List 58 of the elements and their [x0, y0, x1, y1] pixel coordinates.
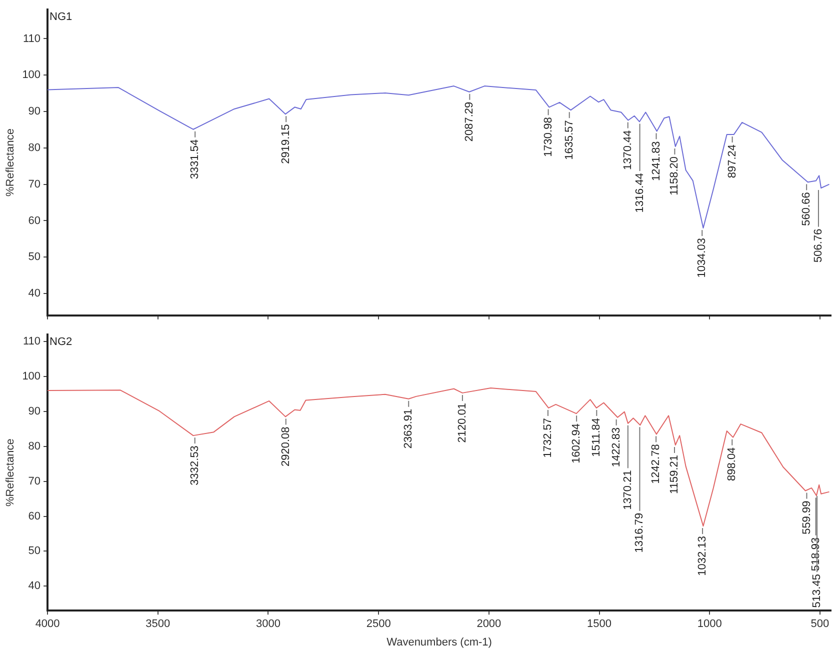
y-tick-label: 50 [28, 545, 41, 558]
y-tick-label: 70 [28, 178, 41, 190]
annotation: 1159.21 [668, 455, 681, 494]
x-tick-label: 3000 [256, 618, 280, 630]
annotation: 3331.54 [189, 139, 202, 180]
y-tick-label: 90 [28, 106, 41, 118]
y-tick-label: 60 [28, 510, 41, 522]
y-tick-label: 70 [28, 475, 41, 488]
x-tick-label: 2000 [476, 618, 502, 630]
annotation: 1635.57 [563, 120, 576, 160]
annotation: 1602.94 [570, 424, 583, 464]
annotation: 1241.83 [650, 141, 662, 181]
x-tick-label: 3500 [146, 618, 170, 630]
y-tick-label: 50 [28, 251, 41, 264]
x-tick-label: 1500 [587, 618, 612, 630]
annotation: 897.24 [726, 144, 738, 178]
annotation: 506.76 [812, 228, 825, 262]
annotation: 513.45 [811, 574, 824, 608]
annotation: 1032.13 [696, 536, 709, 576]
x-tick-label: 500 [810, 618, 830, 630]
annotation: 1732.57 [542, 418, 554, 458]
chart-title: NG2 [50, 336, 72, 348]
y-tick-label: 100 [22, 370, 41, 383]
y-axis-title: %Reflectance [4, 438, 17, 507]
y-tick-label: 110 [23, 336, 41, 348]
y-tick-label: 100 [22, 69, 41, 82]
annotation: 2919.15 [280, 124, 292, 164]
annotation: 1511.84 [590, 418, 603, 457]
annotation: 2087.29 [464, 102, 476, 142]
y-tick-label: 60 [28, 214, 41, 227]
annotation: 560.66 [800, 192, 813, 226]
annotation: 1316.79 [634, 512, 646, 553]
y-axis-title: %Reflectance [4, 128, 17, 196]
y-tick-label: 90 [28, 405, 41, 418]
x-tick-label: 2500 [366, 618, 391, 630]
annotation: 1422.83 [610, 427, 622, 468]
annotation: 2120.01 [456, 402, 468, 443]
y-tick-label: 40 [28, 580, 41, 592]
annotation: 898.04 [726, 447, 738, 481]
y-tick-label: 40 [28, 288, 41, 300]
annotation: 2920.08 [280, 426, 292, 466]
annotation: 1034.03 [696, 238, 708, 278]
annotation: 1158.20 [668, 156, 681, 196]
x-tick-label: 1000 [697, 618, 722, 630]
y-tick-label: 110 [23, 32, 41, 45]
annotation: 1242.78 [650, 444, 662, 484]
y-tick-label: 80 [28, 440, 41, 452]
annotation: 1370.44 [622, 130, 634, 170]
chart-title: NG1 [50, 11, 72, 24]
x-axis-title: Wavenumbers (cm-1) [386, 636, 492, 648]
annotation: 2363.91 [402, 408, 415, 449]
y-tick-label: 80 [28, 142, 41, 154]
annotation: 1730.98 [542, 117, 554, 157]
annotation: 3332.53 [188, 446, 201, 486]
annotation: 559.99 [800, 500, 813, 534]
annotation: 1370.21 [622, 470, 634, 510]
x-tick-label: 4000 [35, 618, 60, 630]
annotation: 1316.44 [634, 173, 646, 213]
